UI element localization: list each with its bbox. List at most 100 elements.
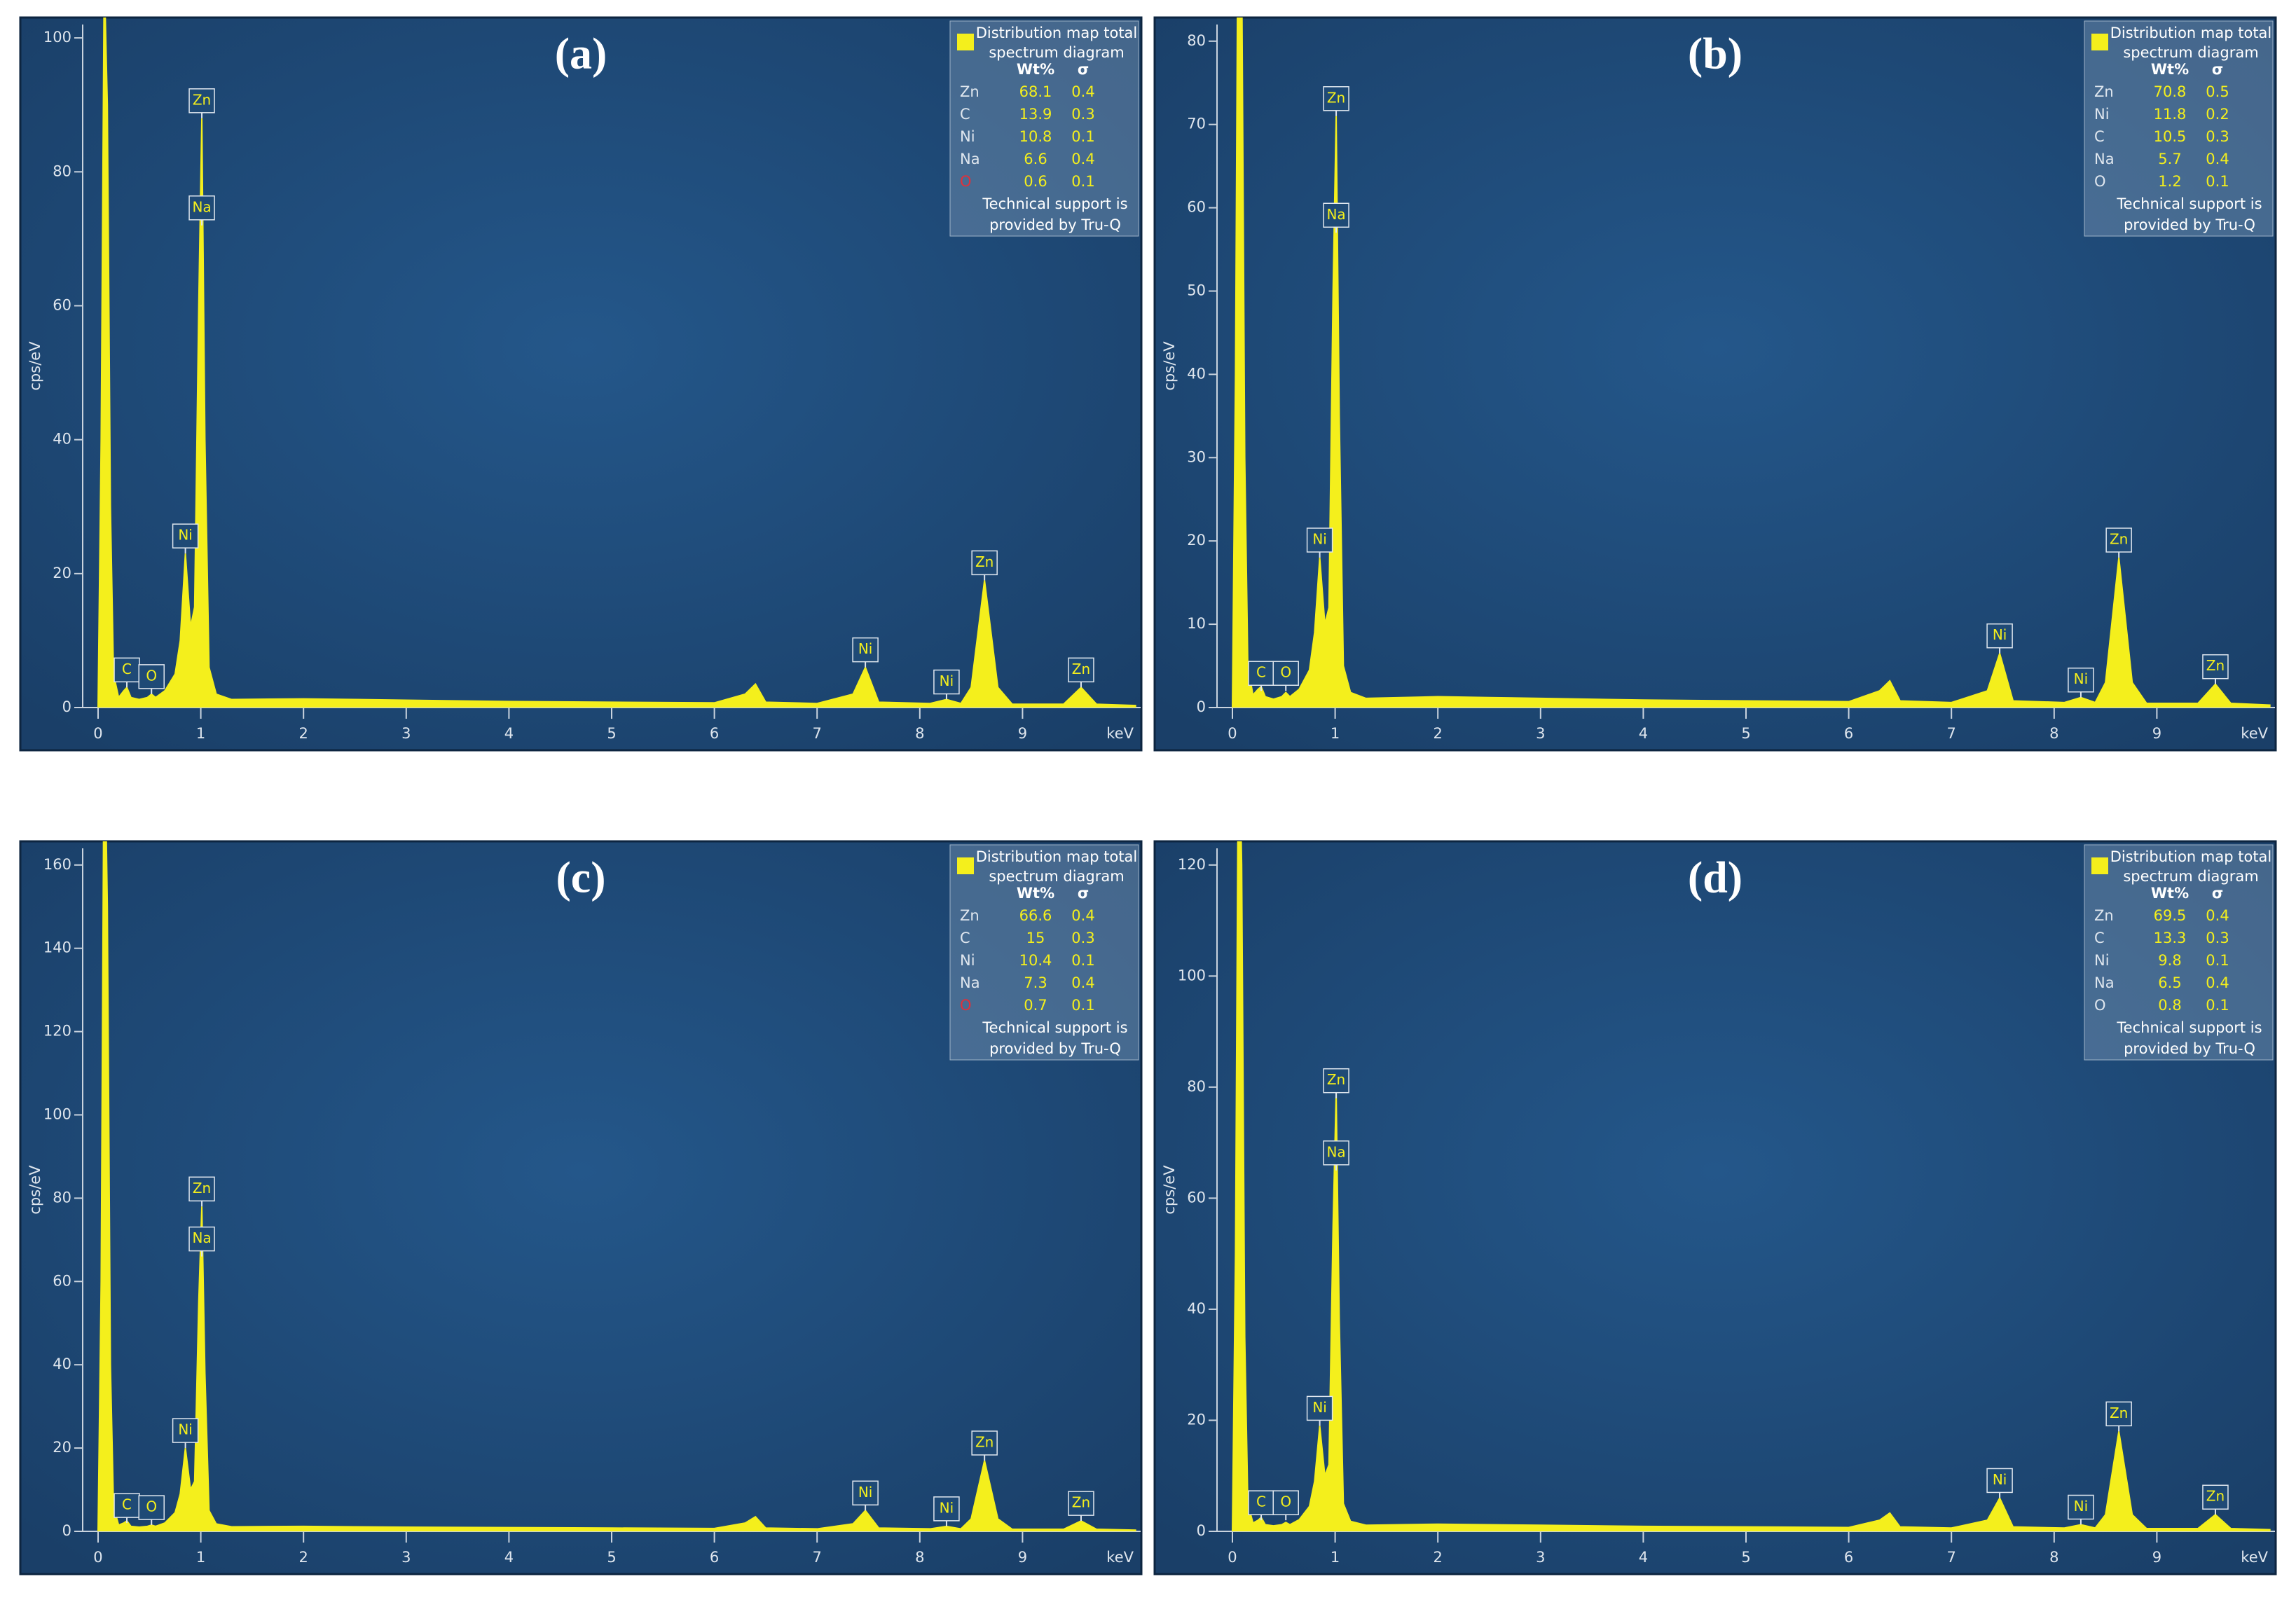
peak-label-box [1068, 1491, 1094, 1516]
legend-wt: 11.8 [2154, 106, 2187, 123]
peak-label: Ni [2074, 670, 2089, 687]
x-tick-label: 8 [2049, 1549, 2058, 1566]
spectrum-area [97, 841, 1136, 1531]
x-tick-label: 2 [1434, 725, 1443, 742]
y-tick-label: 20 [1187, 532, 1206, 549]
x-tick-label: 4 [504, 1549, 514, 1566]
legend-sigma: 0.3 [1071, 106, 1094, 123]
peak-label: Zn [2110, 530, 2128, 547]
legend-sigma: 0.1 [2206, 173, 2229, 190]
peak-label-box [172, 523, 199, 549]
peak-label: C [122, 661, 132, 677]
x-tick-label: 0 [1228, 1549, 1237, 1566]
peak-label-box [1986, 623, 2013, 649]
x-tick-label: 4 [1639, 1549, 1648, 1566]
x-tick-label: 0 [93, 1549, 102, 1566]
peak-label: Na [192, 1229, 211, 1246]
legend-sigma: 0.4 [2206, 974, 2229, 991]
legend-note: Technical support is [982, 1019, 1127, 1036]
legend-element: C [960, 930, 970, 946]
y-axis-label: cps/eV [27, 341, 43, 391]
y-tick-label: 100 [43, 29, 71, 46]
peak-label-box [1306, 527, 1333, 553]
legend-wt: 0.6 [1024, 173, 1047, 190]
y-tick-label: 80 [1187, 32, 1206, 49]
legend-swatch [957, 857, 974, 874]
x-tick-label: 0 [93, 725, 102, 742]
legend-element: Zn [960, 83, 979, 100]
legend-box [2084, 20, 2274, 237]
legend-column-header: Wt% [1017, 885, 1054, 902]
legend-element: Ni [2094, 106, 2110, 123]
x-tick-label: 1 [1331, 725, 1340, 742]
peak-label-box [1323, 1140, 1349, 1166]
legend-title: spectrum diagram [2123, 868, 2258, 885]
peak-label: Zn [2206, 1488, 2225, 1505]
x-tick-label: 0 [1228, 725, 1237, 742]
x-tick-label: 9 [1018, 1549, 1027, 1566]
legend-wt: 69.5 [2154, 907, 2187, 924]
x-tick-label: 7 [1947, 1549, 1956, 1566]
panel-title: (d) [1688, 853, 1742, 902]
x-tick-label: 9 [2152, 1549, 2161, 1566]
legend-element: O [2094, 173, 2106, 190]
peak-label: Zn [193, 1180, 211, 1196]
x-tick-label: 9 [2152, 725, 2161, 742]
legend-note: Technical support is [2116, 1019, 2262, 1036]
peak-label: O [146, 1498, 157, 1515]
y-tick-label: 0 [62, 1522, 71, 1539]
peak-label-box [2105, 1401, 2132, 1427]
peak-label: Ni [940, 673, 954, 689]
panel: 0 10 20 30 40 50 60 70 80 0 1 2 3 4 5 6 7 8 9 keV cps/eV (b) C… [1153, 16, 2277, 752]
peak-label-box [852, 637, 879, 663]
peak-label-box [188, 1226, 215, 1252]
peak-label-box [114, 657, 140, 683]
peak-label-box [188, 195, 215, 221]
peak-label-box [2105, 527, 2132, 553]
peak-label: Zn [1327, 1071, 1345, 1088]
x-tick-label: 6 [1844, 1549, 1853, 1566]
peak-label-box [1323, 1068, 1349, 1094]
peak-label: Zn [2206, 657, 2225, 674]
legend-element: Na [960, 151, 980, 167]
y-tick-label: 30 [1187, 448, 1206, 465]
legend-wt: 13.3 [2154, 930, 2187, 946]
peak-label: O [1280, 664, 1291, 681]
panel-title: (c) [556, 853, 605, 902]
y-tick-label: 60 [1187, 1189, 1206, 1206]
x-tick-label: 8 [915, 725, 924, 742]
legend-column-header: Wt% [2151, 61, 2189, 78]
spectrum-area [1231, 841, 2271, 1531]
x-tick-label: 7 [813, 1549, 822, 1566]
legend-wt: 5.7 [2158, 151, 2181, 167]
peak-label-box [971, 550, 998, 576]
x-tick-label: 1 [1331, 1549, 1340, 1566]
peak-label: C [1256, 1494, 1266, 1510]
y-tick-label: 140 [43, 939, 71, 956]
legend-sigma: 0.4 [1071, 83, 1094, 100]
x-tick-label: 8 [915, 1549, 924, 1566]
peak-label-box [138, 664, 165, 689]
peak-label-box [138, 1495, 165, 1520]
legend-column-header: σ [2212, 885, 2223, 902]
peak-label: Na [1326, 1143, 1345, 1160]
y-tick-label: 120 [1178, 856, 1206, 873]
x-axis-label: keV [1106, 725, 1134, 742]
legend-wt: 13.9 [1019, 106, 1052, 123]
legend-sigma: 0.3 [2206, 128, 2229, 145]
peak-label-box [933, 669, 960, 695]
peak-label-box [1068, 657, 1094, 683]
legend-sigma: 0.1 [1071, 952, 1094, 969]
legend-column-header: σ [1078, 61, 1089, 78]
x-axis-label: keV [2241, 725, 2268, 742]
y-tick-label: 40 [53, 1356, 71, 1372]
x-tick-label: 6 [710, 1549, 719, 1566]
panel: 0 20 40 60 80 100 120 140 160 0 1 2 3 4 5 6 7 8 9 keV cps/eV… [19, 840, 1143, 1575]
y-tick-label: 80 [53, 1189, 71, 1206]
x-tick-label: 8 [2049, 725, 2058, 742]
y-tick-label: 40 [1187, 365, 1206, 382]
legend-title: Distribution map total [976, 848, 1138, 865]
legend-sigma: 0.4 [1071, 151, 1094, 167]
spectrum-area [97, 18, 1136, 708]
